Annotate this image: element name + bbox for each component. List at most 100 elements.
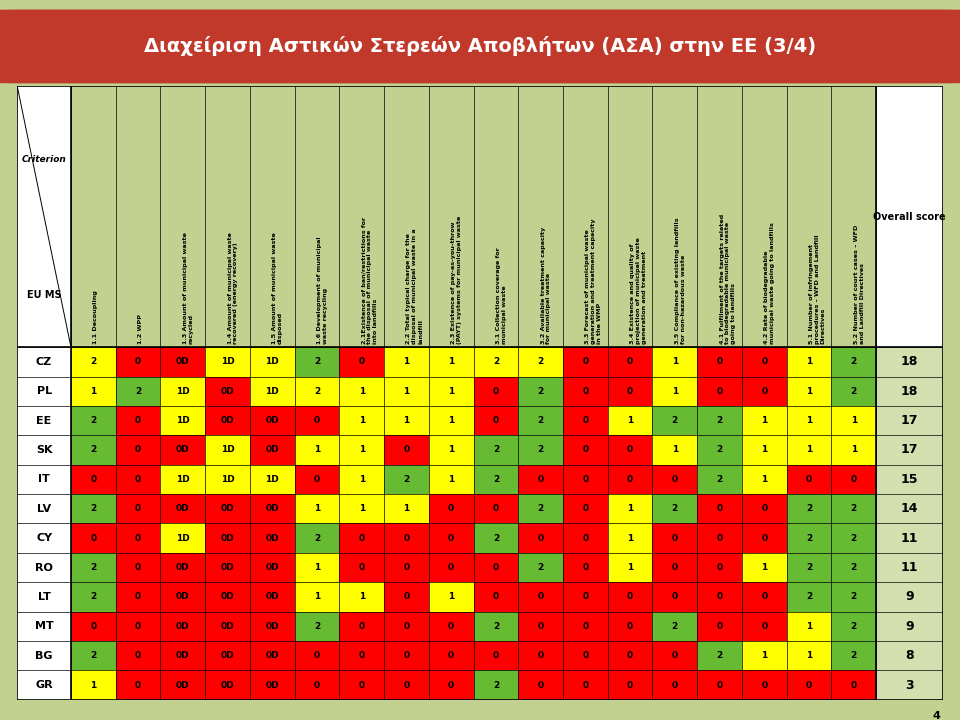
Bar xyxy=(205,582,250,612)
Bar xyxy=(831,494,876,523)
Text: 2: 2 xyxy=(851,534,857,543)
Text: 0D: 0D xyxy=(221,680,234,690)
Text: 2: 2 xyxy=(851,652,857,660)
Text: 0: 0 xyxy=(761,387,767,396)
Text: 14: 14 xyxy=(900,503,918,516)
Text: 2: 2 xyxy=(851,357,857,366)
Bar xyxy=(786,436,831,464)
Text: 0: 0 xyxy=(627,593,634,601)
Bar xyxy=(384,436,429,464)
Text: 2: 2 xyxy=(90,357,96,366)
Bar xyxy=(160,582,205,612)
Text: 2: 2 xyxy=(314,534,320,543)
Text: 0: 0 xyxy=(583,387,588,396)
Text: 0D: 0D xyxy=(176,504,189,513)
Bar xyxy=(518,612,563,641)
Bar xyxy=(518,436,563,464)
Bar xyxy=(116,582,160,612)
Text: 11: 11 xyxy=(900,561,918,574)
Bar xyxy=(563,347,608,377)
Text: EU MS: EU MS xyxy=(27,290,61,300)
Bar xyxy=(116,523,160,553)
Bar xyxy=(831,464,876,494)
Bar xyxy=(653,553,697,582)
Bar xyxy=(563,406,608,436)
Text: 17: 17 xyxy=(900,414,918,427)
Bar xyxy=(160,523,205,553)
Text: 2: 2 xyxy=(672,416,678,425)
Text: 0: 0 xyxy=(135,446,141,454)
Text: 0: 0 xyxy=(761,357,767,366)
Text: 0: 0 xyxy=(448,622,454,631)
Text: 0D: 0D xyxy=(265,504,279,513)
Bar xyxy=(608,406,653,436)
Text: 1D: 1D xyxy=(221,446,234,454)
Text: 2: 2 xyxy=(538,446,543,454)
Text: 0D: 0D xyxy=(221,593,234,601)
Bar xyxy=(71,553,116,582)
Text: 0: 0 xyxy=(672,563,678,572)
Text: 1: 1 xyxy=(672,357,678,366)
Bar xyxy=(563,494,608,523)
Text: 0: 0 xyxy=(716,534,723,543)
Text: 2: 2 xyxy=(403,475,410,484)
Bar xyxy=(473,494,518,523)
Bar xyxy=(295,553,339,582)
Bar xyxy=(473,523,518,553)
Text: 0: 0 xyxy=(538,652,543,660)
Bar xyxy=(116,347,160,377)
Text: 1: 1 xyxy=(627,563,634,572)
Bar xyxy=(876,436,943,464)
Text: GR: GR xyxy=(36,680,53,690)
Text: Διαχείριση Αστικών Στερεών Αποβλήτων (ΑΣΑ) στην ΕΕ (3/4): Διαχείριση Αστικών Στερεών Αποβλήτων (ΑΣ… xyxy=(144,37,816,56)
Bar xyxy=(786,523,831,553)
Text: 1: 1 xyxy=(627,416,634,425)
Bar xyxy=(653,494,697,523)
Bar xyxy=(518,523,563,553)
Bar xyxy=(518,582,563,612)
Bar xyxy=(697,377,742,406)
Text: 5.2 Number of court cases – WFD
and Landfill Directives: 5.2 Number of court cases – WFD and Land… xyxy=(853,225,865,344)
Bar xyxy=(295,582,339,612)
Text: 3.4 Existence and quality of
projection of municipal waste
generation and treatm: 3.4 Existence and quality of projection … xyxy=(630,238,647,344)
Text: 1: 1 xyxy=(805,416,812,425)
Text: 0: 0 xyxy=(135,504,141,513)
Text: 9: 9 xyxy=(905,620,914,633)
Text: 0D: 0D xyxy=(176,563,189,572)
Text: 2: 2 xyxy=(538,387,543,396)
Bar xyxy=(429,670,473,700)
Text: 2: 2 xyxy=(805,504,812,513)
Bar xyxy=(876,377,943,406)
Text: 0: 0 xyxy=(851,680,856,690)
Bar xyxy=(205,494,250,523)
Bar xyxy=(160,494,205,523)
Text: 0: 0 xyxy=(135,357,141,366)
Text: MT: MT xyxy=(35,621,54,631)
Bar xyxy=(429,523,473,553)
Text: 2: 2 xyxy=(538,416,543,425)
Text: 2: 2 xyxy=(716,652,723,660)
Bar xyxy=(339,347,384,377)
Text: 0D: 0D xyxy=(176,446,189,454)
Bar xyxy=(742,553,786,582)
Bar xyxy=(473,464,518,494)
Text: 0: 0 xyxy=(492,504,499,513)
Text: 2: 2 xyxy=(538,504,543,513)
Text: 3.3 Forecast of municipal waste
generation and treatment capacity
in the WMP: 3.3 Forecast of municipal waste generati… xyxy=(586,219,602,344)
Bar xyxy=(563,582,608,612)
Bar xyxy=(384,406,429,436)
Text: 1D: 1D xyxy=(265,387,279,396)
Bar xyxy=(831,582,876,612)
Bar xyxy=(697,612,742,641)
Bar xyxy=(697,406,742,436)
Bar xyxy=(518,347,563,377)
Bar xyxy=(876,670,943,700)
Bar xyxy=(160,464,205,494)
Bar xyxy=(831,523,876,553)
Text: 0: 0 xyxy=(135,652,141,660)
Bar xyxy=(473,436,518,464)
Bar xyxy=(831,406,876,436)
Text: 0: 0 xyxy=(403,446,410,454)
Bar xyxy=(339,436,384,464)
Bar xyxy=(116,377,160,406)
